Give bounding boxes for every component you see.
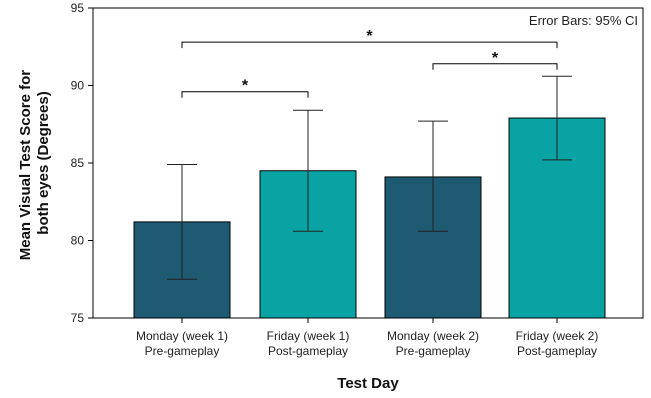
- x-category-label-line: Monday (week 2): [387, 329, 479, 343]
- error-bars: [167, 75, 572, 280]
- x-category-label-4: Friday (week 2) Post-gameplay: [516, 329, 599, 358]
- y-axis-title: Mean Visual Test Score for both eyes (De…: [17, 66, 52, 261]
- y-tick-label: 95: [71, 1, 85, 15]
- significance-brackets: * * *: [181, 28, 558, 98]
- y-tick-label: 75: [71, 311, 85, 325]
- significance-bracket-2: *: [432, 50, 558, 70]
- x-axis-title: Test Day: [337, 375, 399, 392]
- error-bar-1: [167, 164, 197, 280]
- significance-bracket-3: *: [181, 78, 309, 98]
- significance-star: *: [492, 50, 499, 67]
- significance-bracket-1: *: [181, 28, 558, 49]
- y-axis-title-line-2: both eyes (Degrees): [35, 91, 52, 234]
- x-category-label-line: Friday (week 2): [516, 329, 599, 343]
- bars: [133, 117, 606, 319]
- x-category-label-3: Monday (week 2) Pre-gameplay: [387, 329, 479, 358]
- error-bar-2: [293, 109, 323, 232]
- x-category-label-line: Post-gameplay: [268, 344, 348, 358]
- x-category-label-line: Post-gameplay: [517, 344, 597, 358]
- error-bar-3: [418, 120, 448, 232]
- y-tick-label: 80: [71, 234, 85, 248]
- y-axis-title-line-1: Mean Visual Test Score for: [17, 70, 34, 261]
- error-bar-4: [542, 75, 572, 161]
- x-category-label-line: Monday (week 1): [136, 329, 228, 343]
- x-category-label-2: Friday (week 1) Post-gameplay: [267, 329, 350, 358]
- significance-star: *: [366, 28, 373, 45]
- y-axis: 75 80 85 90 95: [71, 1, 93, 325]
- x-category-label-line: Pre-gameplay: [145, 344, 220, 358]
- y-tick-label: 85: [71, 156, 85, 170]
- x-category-label-1: Monday (week 1) Pre-gameplay: [136, 329, 228, 358]
- y-tick-label: 90: [71, 79, 85, 93]
- significance-star: *: [242, 78, 249, 95]
- error-bar-note: Error Bars: 95% CI: [529, 13, 638, 28]
- x-category-label-line: Pre-gameplay: [396, 344, 471, 358]
- x-category-label-line: Friday (week 1): [267, 329, 350, 343]
